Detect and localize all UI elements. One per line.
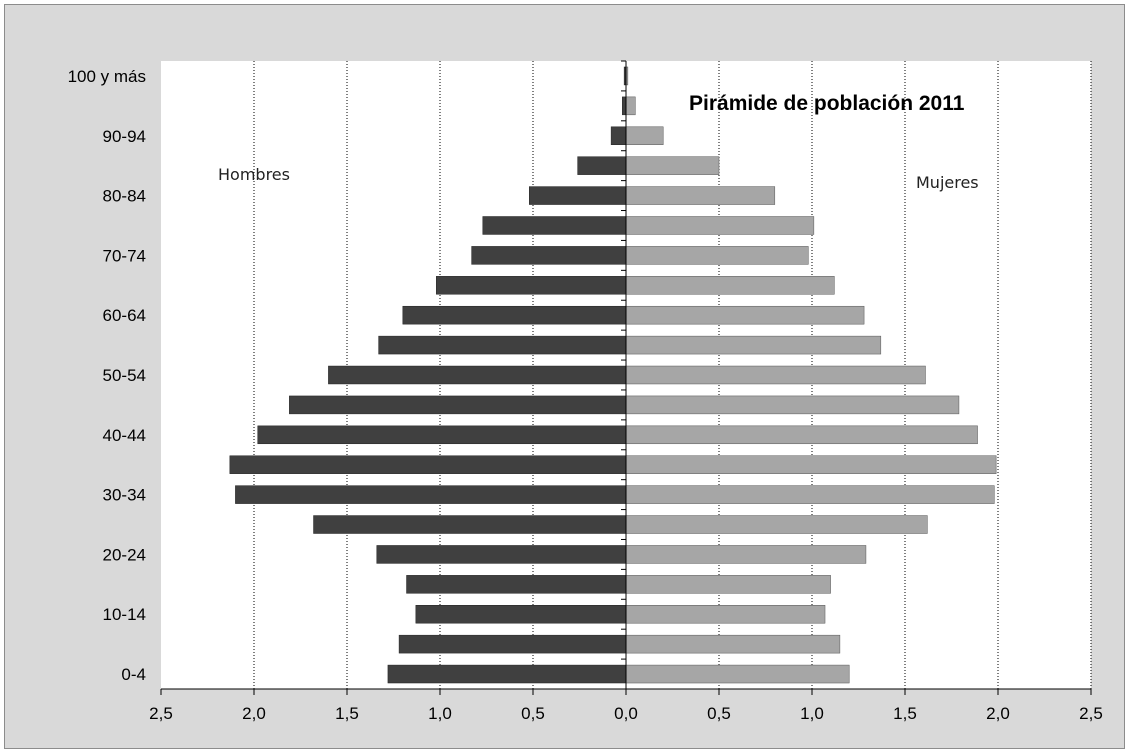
bar-hombres <box>376 545 627 564</box>
bar-mujeres <box>625 605 826 624</box>
bar-hombres <box>415 605 627 624</box>
bar-hombres <box>387 664 627 684</box>
x-tick-label: 2,5 <box>1079 704 1103 723</box>
hombres-label: Hombres <box>218 165 290 184</box>
x-tick-label: 1,0 <box>800 704 824 723</box>
population-pyramid-chart: 2,5 2,0 1,5 1,0 0,5 0,0 0,5 1,0 1,5 2,0 2,5 0-4 10-1… <box>68 60 1103 723</box>
x-tick-label: 2,5 <box>149 704 173 723</box>
axes <box>160 60 1092 695</box>
bar-mujeres <box>625 425 978 445</box>
bar-hombres <box>313 515 627 534</box>
y-tick-label: 60-64 <box>103 306 146 325</box>
bar-mujeres <box>625 365 926 385</box>
bar-mujeres <box>625 545 867 564</box>
y-tick-label: 90-94 <box>103 127 146 146</box>
bar-mujeres <box>625 455 997 474</box>
bar-mujeres <box>625 216 815 235</box>
bar-mujeres <box>625 515 928 534</box>
labels: 2,5 2,0 1,5 1,0 0,5 0,0 0,5 1,0 1,5 2,0 2,5 0-4 10-1… <box>68 67 1103 723</box>
bar-hombres <box>398 634 627 654</box>
bar-hombres <box>235 485 627 504</box>
x-tick-label: 1,5 <box>893 704 917 723</box>
bar-hombres <box>402 305 627 325</box>
bar-mujeres <box>625 335 882 355</box>
x-tick-label: 0,0 <box>614 704 638 723</box>
mujeres-label: Mujeres <box>916 173 979 192</box>
bar-hombres <box>257 425 627 445</box>
bar-hombres <box>471 246 627 265</box>
bar-hombres <box>622 96 627 116</box>
bar-mujeres <box>625 276 835 295</box>
y-tick-label: 50-54 <box>103 366 146 385</box>
bar-mujeres <box>625 156 720 175</box>
bar-mujeres <box>625 664 850 684</box>
bar-mujeres <box>625 186 776 205</box>
bar-mujeres <box>625 575 831 594</box>
bar-hombres <box>610 126 627 145</box>
chart-title: Pirámide de población 2011 <box>689 92 965 115</box>
x-tick-label: 2,0 <box>242 704 266 723</box>
bar-mujeres <box>625 634 841 654</box>
bar-hombres <box>577 156 627 175</box>
bar-mujeres <box>625 126 664 145</box>
y-tick-label: 80-84 <box>103 187 146 206</box>
bar-hombres <box>378 335 627 355</box>
bar-hombres <box>328 365 627 385</box>
bar-hombres <box>436 276 627 295</box>
bar-hombres <box>229 455 627 474</box>
x-tick-label: 1,0 <box>428 704 452 723</box>
bar-mujeres <box>625 485 995 504</box>
y-tick-label: 100 y más <box>68 67 146 86</box>
bar-mujeres <box>625 305 865 325</box>
bar-mujeres <box>625 246 809 265</box>
y-tick-label: 10-14 <box>103 605 146 624</box>
x-tick-label: 2,0 <box>986 704 1010 723</box>
chart-frame: 2,5 2,0 1,5 1,0 0,5 0,0 0,5 1,0 1,5 2,0 2,5 0-4 10-1… <box>4 4 1125 749</box>
bar-hombres <box>289 395 627 415</box>
y-tick-label: 40-44 <box>103 426 146 445</box>
bars <box>229 66 997 684</box>
bar-mujeres <box>625 395 960 415</box>
y-tick-label: 20-24 <box>103 545 146 564</box>
x-tick-label: 1,5 <box>335 704 359 723</box>
x-tick-label: 0,5 <box>521 704 545 723</box>
x-tick-label: 0,5 <box>707 704 731 723</box>
y-tick-label: 0-4 <box>121 665 146 684</box>
y-tick-label: 30-34 <box>103 486 146 505</box>
bar-hombres <box>406 575 627 594</box>
bar-hombres <box>529 186 627 205</box>
bar-hombres <box>482 216 627 235</box>
y-tick-label: 70-74 <box>103 246 146 265</box>
bar-mujeres <box>625 96 636 116</box>
